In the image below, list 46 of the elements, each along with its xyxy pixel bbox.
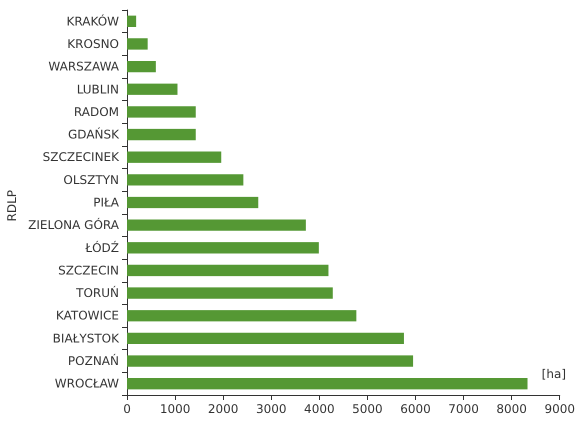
- bar: [127, 152, 222, 163]
- y-tick-label: KROSNO: [67, 36, 119, 51]
- bar: [127, 378, 528, 390]
- bar: [127, 84, 178, 95]
- x-tick-label: 0: [123, 402, 131, 416]
- bar: [127, 38, 148, 50]
- bar: [127, 128, 196, 140]
- bar: [127, 264, 328, 276]
- bar: [127, 242, 319, 254]
- y-tick-label: KRAKÓW: [66, 13, 120, 28]
- x-tick-label: 9000: [544, 402, 576, 416]
- bar: [127, 174, 244, 186]
- y-axis-title: RDLP: [5, 190, 19, 222]
- y-tick-label: PIŁA: [93, 196, 120, 210]
- y-tick-label: SZCZECIN: [58, 263, 119, 278]
- bar: [127, 196, 258, 208]
- x-tick-label: 2000: [208, 402, 238, 416]
- y-tick-label: LUBLIN: [76, 82, 119, 96]
- bar: [127, 287, 333, 299]
- y-tick-label: GDAŃSK: [68, 126, 120, 142]
- y-tick-label: BIAŁYSTOK: [52, 331, 120, 346]
- x-tick-label: 3000: [256, 402, 287, 416]
- x-tick-label: 8000: [496, 402, 527, 416]
- y-tick-label: KATOWICE: [56, 308, 119, 323]
- bar: [127, 60, 156, 72]
- bar: [127, 332, 404, 344]
- y-tick-label: WARSZAWA: [48, 60, 120, 74]
- x-tick-label: 1000: [160, 402, 190, 416]
- bar: [127, 310, 356, 322]
- y-tick-label: WROCŁAW: [54, 376, 120, 391]
- x-axis-title: [ha]: [542, 367, 566, 381]
- bar: [127, 16, 136, 27]
- y-tick-label: ŁÓDŹ: [84, 240, 119, 255]
- y-tick-label: ZIELONA GÓRA: [28, 217, 120, 232]
- y-tick-label: POZNAŃ: [68, 353, 119, 368]
- bar: [127, 219, 306, 231]
- y-tick-label: RADOM: [74, 104, 119, 119]
- bar: [127, 355, 414, 367]
- x-tick-label: 7000: [448, 402, 479, 416]
- y-tick-label: OLSZTYN: [63, 172, 119, 187]
- y-tick-label: TORUŃ: [75, 285, 119, 300]
- bar: [127, 106, 196, 118]
- x-tick-label: 6000: [400, 402, 431, 416]
- x-tick-label: 5000: [352, 402, 383, 416]
- x-tick-label: 4000: [304, 402, 335, 416]
- y-tick-label: SZCZECINEK: [42, 150, 120, 164]
